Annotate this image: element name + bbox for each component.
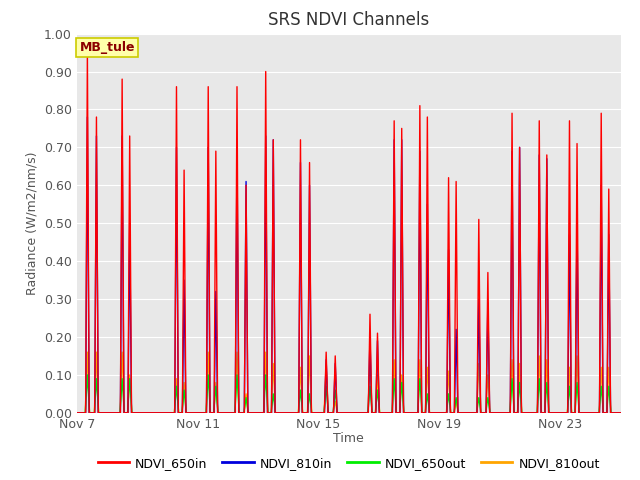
Text: MB_tule: MB_tule <box>79 41 135 54</box>
Y-axis label: Radiance (W/m2/nm/s): Radiance (W/m2/nm/s) <box>26 152 38 295</box>
Title: SRS NDVI Channels: SRS NDVI Channels <box>268 11 429 29</box>
X-axis label: Time: Time <box>333 432 364 445</box>
Legend: NDVI_650in, NDVI_810in, NDVI_650out, NDVI_810out: NDVI_650in, NDVI_810in, NDVI_650out, NDV… <box>93 452 605 475</box>
